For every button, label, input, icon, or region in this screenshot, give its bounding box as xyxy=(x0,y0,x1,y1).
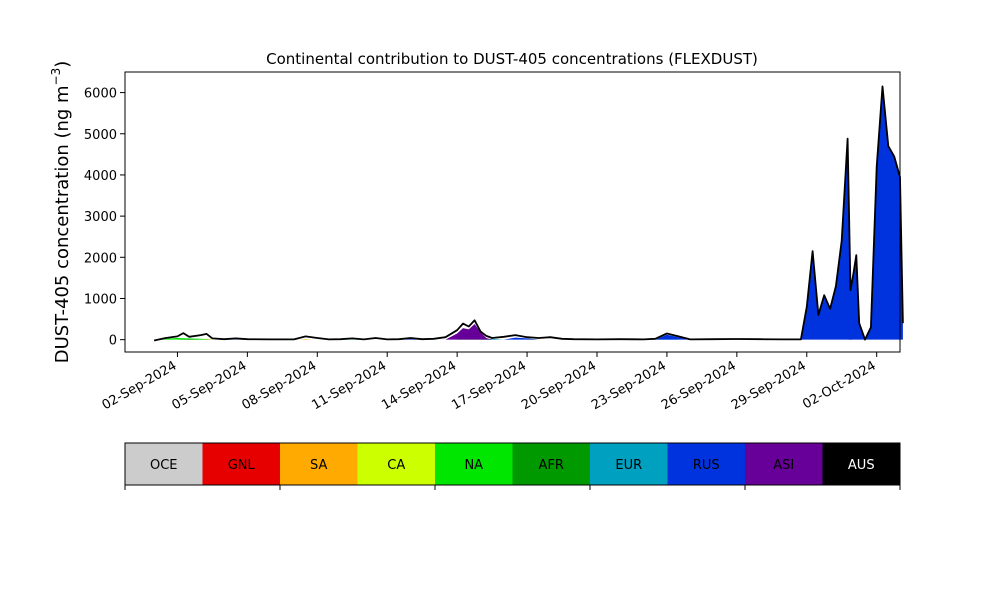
legend-label-oce: OCE xyxy=(150,458,178,473)
y-axis-label-close: ) xyxy=(52,61,73,68)
legend-swatch-asi xyxy=(745,443,823,485)
legend-swatch-na xyxy=(435,443,513,485)
x-tick-label: 02-Sep-2024 xyxy=(100,358,180,413)
legend-colorbar: OCE GNL SA CA NA AFR EUR RUS ASI AUS xyxy=(124,442,901,490)
y-tick-label: 5000 xyxy=(84,128,117,143)
legend-swatch-eur xyxy=(590,443,668,485)
plot-total-line xyxy=(153,85,904,342)
y-tick-label: 4000 xyxy=(84,169,117,184)
x-tick-label: 26-Sep-2024 xyxy=(659,358,739,413)
plot-frame xyxy=(124,71,901,353)
legend-label-eur: EUR xyxy=(615,458,642,473)
plot-areas xyxy=(154,86,903,340)
legend-swatch-rus xyxy=(667,443,745,485)
legend-frame xyxy=(124,442,901,486)
y-tick-label: 1000 xyxy=(84,292,117,307)
x-tick-label: 14-Sep-2024 xyxy=(379,358,459,413)
legend-swatch-gnl xyxy=(202,443,280,485)
x-tick-label: 08-Sep-2024 xyxy=(239,358,319,413)
chart-title: Continental contribution to DUST-405 con… xyxy=(266,50,758,68)
x-tick-label: 05-Sep-2024 xyxy=(170,358,250,413)
legend-label-asi: ASI xyxy=(773,458,794,473)
y-axis-label-exponent: −3 xyxy=(49,68,63,86)
y-axis-label: DUST-405 concentration (ng m−3) xyxy=(49,61,73,364)
legend-label-afr: AFR xyxy=(539,458,564,473)
legend-label-na: NA xyxy=(464,458,483,473)
y-tick-label: 0 xyxy=(109,334,117,349)
y-tick-label: 3000 xyxy=(84,210,117,225)
x-tick-label: 23-Sep-2024 xyxy=(589,358,669,413)
legend-label-gnl: GNL xyxy=(228,458,256,473)
area-asi xyxy=(445,324,493,340)
legend-label-ca: CA xyxy=(387,458,405,473)
legend-swatch-oce xyxy=(125,443,203,485)
legend-label-sa: SA xyxy=(310,458,327,473)
x-axis: 02-Sep-202405-Sep-202408-Sep-202411-Sep-… xyxy=(100,352,879,413)
legend-label-aus: AUS xyxy=(848,458,875,473)
y-axis-label-main: DUST-405 concentration (ng m xyxy=(52,85,73,363)
y-axis: 0 1000 2000 3000 4000 5000 6000 xyxy=(84,87,125,349)
legend-swatch-sa xyxy=(280,443,358,485)
y-tick-label: 6000 xyxy=(84,87,117,102)
legend-swatch-aus xyxy=(822,443,900,485)
legend-swatch-ca xyxy=(357,443,435,485)
x-tick-label: 11-Sep-2024 xyxy=(309,358,389,413)
x-tick-label: 29-Sep-2024 xyxy=(729,358,809,413)
x-tick-label: 20-Sep-2024 xyxy=(519,358,599,413)
legend-swatch-afr xyxy=(512,443,590,485)
y-tick-label: 2000 xyxy=(84,251,117,266)
area-rus xyxy=(224,86,903,340)
x-tick-label: 17-Sep-2024 xyxy=(449,358,529,413)
legend-label-rus: RUS xyxy=(693,458,720,473)
x-tick-label: 02-Oct-2024 xyxy=(800,358,878,412)
total-concentration-line xyxy=(153,85,904,342)
